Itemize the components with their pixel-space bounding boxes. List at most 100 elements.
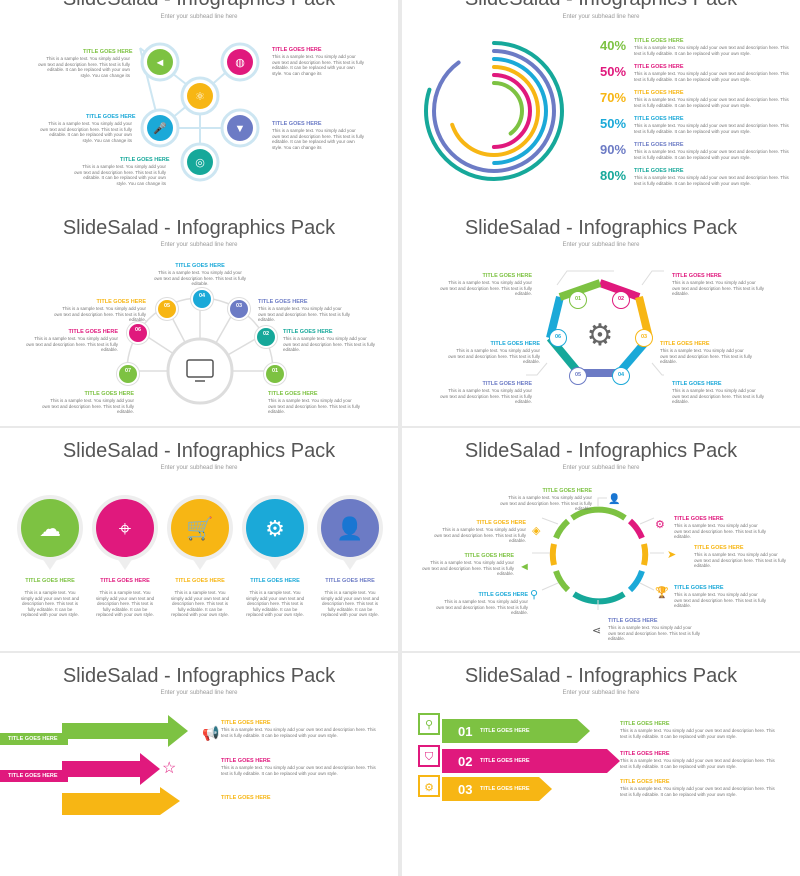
slide-thumb-6[interactable]: SlideSalad - Infographics Pack Enter you… [402, 428, 800, 651]
svg-text:⚲: ⚲ [530, 589, 538, 601]
item-label: TITLE GOES HERE [480, 758, 530, 764]
svg-text:⚙: ⚙ [265, 516, 285, 541]
item-text: This is a sample text. You simply add yo… [694, 552, 786, 568]
svg-text:⚲: ⚲ [425, 719, 433, 731]
item-label: TITLE GOES HERE [100, 578, 150, 584]
cycle-node [612, 367, 630, 385]
item-text: This is a sample text. You simply add yo… [95, 590, 155, 617]
item-label: TITLE GOES HERE [480, 728, 530, 734]
svg-text:👤: 👤 [336, 516, 363, 541]
list-number: 03 [458, 782, 473, 797]
slide-subhead: Enter your subhead line here [160, 14, 238, 20]
item-text: This is a sample text. You simply add yo… [436, 599, 528, 615]
step-number: 07 [124, 368, 132, 374]
slide-thumb-4[interactable]: SlideSalad - Infographics Pack Enter you… [402, 203, 800, 426]
item-label: TITLE GOES HERE [325, 578, 375, 584]
slide-title: SlideSalad - Infographics Pack [62, 217, 336, 239]
item-label: TITLE GOES HERE [476, 520, 526, 526]
item-label: TITLE GOES HERE [221, 720, 271, 726]
slide-title: SlideSalad - Infographics Pack [62, 665, 336, 687]
slide-thumb-1[interactable]: SlideSalad - Infographics Pack Enter you… [0, 0, 398, 223]
slide-thumb-8[interactable]: SlideSalad - Infographics Pack Enter you… [402, 653, 800, 876]
item-label: TITLE GOES HERE [482, 381, 532, 387]
pin-icons-row: ☁ ⌖ 🛒 ⚙ 👤 [17, 495, 383, 570]
item-text: This is a sample text. You simply add yo… [672, 388, 764, 404]
item-label: TITLE GOES HERE [674, 516, 724, 522]
item-label: TITLE GOES HERE [672, 273, 722, 279]
step-node-05 [156, 298, 178, 320]
item-text: This is a sample text. You simply add yo… [272, 128, 364, 150]
step-number: 05 [163, 303, 171, 309]
item-label: TITLE GOES HERE [250, 578, 300, 584]
semicircle-steps-diagram [126, 296, 274, 405]
item-text: This is a sample text. You simply add yo… [634, 97, 789, 108]
cycle-number: 05 [574, 372, 582, 378]
item-text: This is a sample text. You simply add yo… [448, 348, 540, 364]
item-label: TITLE GOES HERE [84, 391, 134, 397]
svg-text:⚙: ⚙ [655, 519, 665, 531]
step-node-07 [117, 363, 139, 385]
percent-value: 50% [600, 64, 627, 79]
svg-text:⚛: ⚛ [195, 91, 205, 103]
list-number: 02 [458, 754, 473, 769]
item-label: TITLE GOES HERE [175, 263, 225, 269]
cycle-number: 04 [617, 372, 625, 378]
item-label: TITLE GOES HERE [120, 157, 170, 163]
item-text: This is a sample text. You simply add yo… [54, 306, 146, 322]
radial-rings-chart [424, 41, 564, 181]
item-label: TITLE GOES HERE [672, 381, 722, 387]
item-text: This is a sample text. You simply add yo… [634, 175, 789, 186]
item-label: TITLE GOES HERE [620, 751, 670, 757]
svg-text:◈: ◈ [532, 525, 541, 537]
item-label: TITLE GOES HERE [634, 116, 684, 122]
item-text: This is a sample text. You simply add yo… [245, 590, 305, 617]
item-text: This is a sample text. You simply add yo… [620, 728, 775, 739]
slide-title: SlideSalad - Infographics Pack [402, 0, 800, 11]
step-node-04 [191, 288, 213, 310]
item-label: TITLE GOES HERE [83, 49, 133, 55]
item-text: This is a sample text. You simply add yo… [283, 336, 375, 352]
item-text: This is a sample text. You simply add yo… [634, 71, 789, 82]
svg-text:☁: ☁ [39, 516, 61, 541]
slide-thumb-5[interactable]: SlideSalad - Infographics Pack Enter you… [0, 428, 398, 651]
item-text: This is a sample text. You simply add yo… [26, 336, 118, 352]
hex-node-diagram: ◄ ◍ ⚛ 🎤 ▼ ◎ [139, 42, 260, 182]
svg-text:⛉: ⛉ [425, 751, 434, 763]
item-text: This is a sample text. You simply add yo… [674, 592, 766, 608]
cycle-node [612, 291, 630, 309]
item-text: This is a sample text. You simply add yo… [154, 270, 246, 286]
slide-title: SlideSalad - Infographics Pack [0, 0, 398, 11]
slide-thumb-7[interactable]: SlideSalad - Infographics Pack Enter you… [0, 653, 398, 876]
svg-text:◎: ◎ [195, 157, 205, 169]
item-label: TITLE GOES HERE [694, 545, 744, 551]
item-text: This is a sample text. You simply add yo… [268, 398, 360, 414]
item-label: TITLE GOES HERE [68, 329, 118, 335]
svg-text:👤: 👤 [608, 492, 620, 505]
slide-subhead: Enter your subhead line here [160, 465, 238, 471]
item-text: This is a sample text. You simply add yo… [620, 786, 775, 797]
item-label: TITLE GOES HERE [620, 779, 670, 785]
svg-text:⚙: ⚙ [424, 782, 434, 794]
item-text: This is a sample text. You simply add yo… [74, 164, 166, 186]
slide-thumb-2[interactable]: SlideSalad - Infographics Pack Enter you… [402, 0, 800, 223]
svg-text:⋖: ⋖ [592, 625, 601, 637]
item-text: This is a sample text. You simply add yo… [440, 280, 532, 296]
percent-value: 90% [600, 142, 627, 157]
slide-title: SlideSalad - Infographics Pack [464, 665, 738, 687]
slide-subhead: Enter your subhead line here [562, 690, 640, 696]
item-text: This is a sample text. You simply add yo… [672, 280, 764, 296]
arrow-label-box [0, 770, 68, 782]
item-text: This is a sample text. You simply add yo… [620, 758, 775, 769]
cycle-number: 02 [617, 296, 625, 302]
svg-text:☆: ☆ [162, 760, 176, 777]
item-text: This is a sample text. You simply add yo… [272, 54, 364, 76]
item-label: TITLE GOES HERE [25, 578, 75, 584]
item-text: This is a sample text. You simply add yo… [500, 495, 592, 511]
item-label: TITLE GOES HERE [634, 142, 684, 148]
item-text: This is a sample text. You simply add yo… [38, 56, 130, 78]
step-node-01 [264, 363, 286, 385]
item-label: TITLE GOES HERE [634, 168, 684, 174]
slide-thumb-3[interactable]: SlideSalad - Infographics Pack Enter you… [0, 203, 398, 426]
slide-subhead: Enter your subhead line here [562, 14, 640, 20]
item-label: TITLE GOES HERE [272, 121, 322, 127]
